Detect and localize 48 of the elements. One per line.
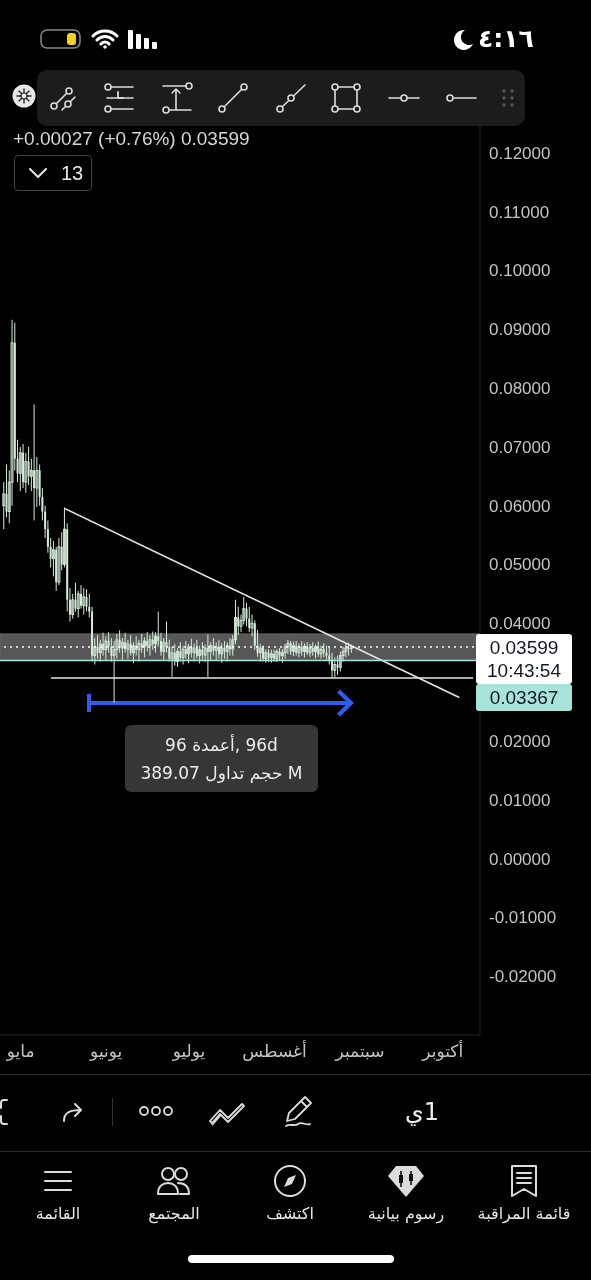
- candlestick: [336, 655, 339, 676]
- x-tick-label: يوليو: [171, 1041, 206, 1061]
- y-tick-label: 0.05000: [489, 555, 551, 575]
- y-tick-label: 0.10000: [489, 261, 551, 281]
- candlestick: [33, 404, 36, 521]
- text: القائمة: [34, 1203, 82, 1225]
- y-tick-label: -0.01000: [489, 908, 557, 928]
- candlestick: [146, 631, 149, 653]
- y-tick-label: 0.09000: [489, 320, 551, 340]
- candlestick: [22, 443, 25, 489]
- candlestick: [148, 634, 152, 657]
- text: رسوم بيانية: [366, 1203, 446, 1225]
- y-tick-label: 0.07000: [489, 437, 551, 457]
- text: 1ي: [405, 1098, 440, 1126]
- x-tick-label: أغسطس: [242, 1040, 307, 1061]
- candlestick: [96, 634, 99, 660]
- y-tick-label: 0.06000: [489, 496, 551, 516]
- text: اكتشف: [265, 1203, 315, 1225]
- candlestick: [85, 588, 88, 613]
- annotation: 13: [61, 162, 84, 184]
- x-tick-label: أكتوبر: [421, 1040, 464, 1061]
- x-tick-label: مايو: [5, 1041, 35, 1061]
- text: ٤:١٦: [478, 24, 534, 54]
- text: قائمة المراقبة: [476, 1203, 572, 1225]
- candlestick: [319, 645, 323, 660]
- candlestick: [338, 651, 342, 673]
- y-tick-label: 0.12000: [489, 143, 551, 163]
- y-tick-label: 0.11000: [489, 202, 550, 222]
- price-tag: 0.03367: [476, 683, 572, 711]
- price-tag: 0.03599 10:43:54: [476, 633, 572, 684]
- y-tick-label: 0.01000: [489, 790, 551, 810]
- y-tick-label: 0.08000: [489, 379, 551, 399]
- text: المجتمع: [147, 1203, 201, 1225]
- candlestick: [195, 639, 198, 660]
- x-tick-label: سبتمبر: [334, 1041, 385, 1061]
- y-tick-label: -0.02000: [489, 967, 557, 987]
- candlestick: [143, 636, 146, 658]
- dropdown-button: 13: [14, 155, 92, 191]
- candlestick: [248, 606, 251, 633]
- y-tick-label: 0.02000: [489, 731, 551, 751]
- y-tick-label: 0.04000: [489, 614, 551, 634]
- y-tick-label: 0.00000: [489, 849, 551, 869]
- x-tick-label: يونيو: [89, 1041, 123, 1061]
- candlestick: [104, 635, 108, 661]
- candlestick: [283, 643, 287, 660]
- candlestick: [217, 639, 220, 660]
- candlestick: [82, 587, 86, 615]
- annotation: +0.00027 (+0.76%) 0.03599: [13, 128, 250, 150]
